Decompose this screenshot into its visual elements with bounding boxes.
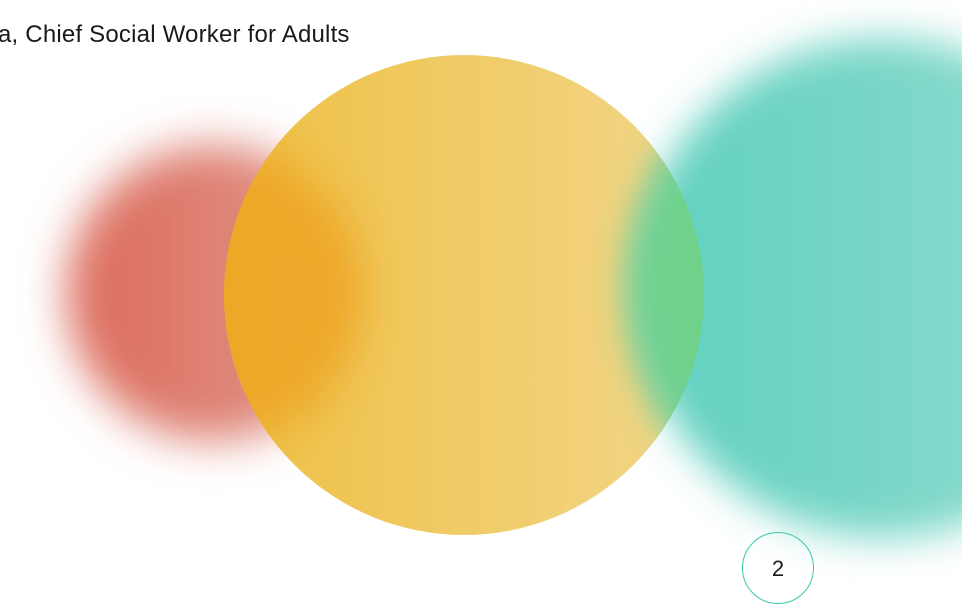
decorative-circles: [0, 0, 962, 595]
page: {"header": {"text": "a, Chief Social Wor…: [0, 0, 962, 595]
page-number: 2: [742, 556, 814, 582]
header-text: a, Chief Social Worker for Adults: [0, 21, 350, 49]
